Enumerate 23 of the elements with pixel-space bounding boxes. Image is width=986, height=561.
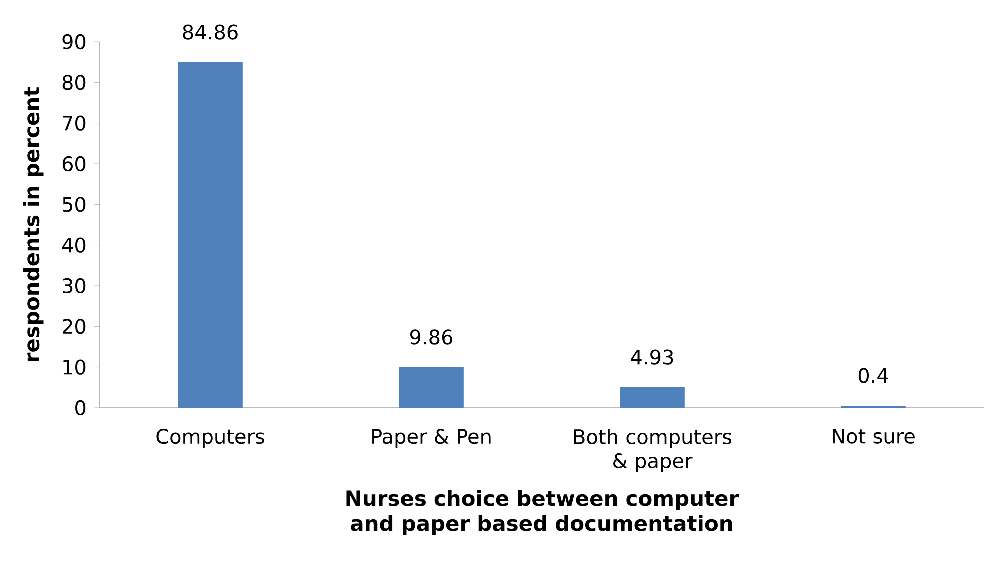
bar [399, 367, 464, 408]
y-axis-title: respondents in percent [23, 87, 44, 362]
y-tick-label: 50 [63, 197, 86, 212]
x-tick-label: Paper & Pen [372, 429, 491, 448]
x-axis-title: Nurses choice between computer and paper based documentation [346, 490, 740, 536]
y-tick-label: 40 [62, 238, 86, 253]
bar [178, 62, 243, 408]
x-tick-label: Both computers & paper [574, 429, 732, 472]
y-tick-label: 80 [62, 75, 86, 90]
x-tick-label: Not sure [833, 429, 915, 444]
data-label: 84.86 [183, 24, 238, 40]
data-label: 0.4 [858, 368, 888, 384]
y-tick-label: 20 [62, 319, 86, 334]
y-tick-label: 60 [62, 156, 86, 172]
data-label: 4.93 [631, 350, 674, 365]
y-tick-label: 90 [62, 34, 86, 50]
bar [620, 388, 685, 408]
y-tick-label: 70 [63, 116, 86, 131]
y-tick-label: 0 [76, 400, 86, 416]
data-label: 9.86 [410, 330, 453, 345]
y-tick-label: 30 [63, 278, 86, 294]
x-tick-label: Computers [156, 429, 264, 448]
y-tick-label: 10 [64, 360, 86, 375]
